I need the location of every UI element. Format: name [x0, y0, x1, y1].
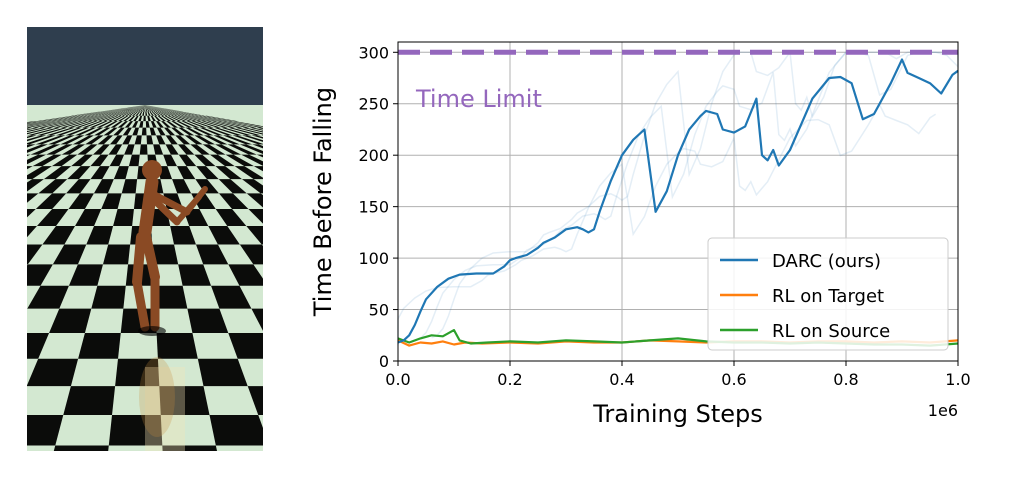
- x-tick-label: 0.2: [497, 370, 522, 389]
- series-line-0: [397, 58, 959, 344]
- y-tick-label: 50: [369, 301, 389, 320]
- checkerboard-floor: [27, 105, 263, 451]
- ticks: 0.0 0.2 0.4 0.6 0.8 1.0 0 50 100 150 200 250 300: [358, 43, 970, 389]
- y-tick-label: 150: [358, 198, 389, 217]
- x-scale-label: 1e6: [928, 401, 958, 420]
- humanoid-figure: [132, 160, 208, 437]
- y-tick-label: 250: [358, 95, 389, 114]
- x-tick-label: 0.0: [385, 370, 410, 389]
- x-tick-label: 0.6: [721, 370, 746, 389]
- humanoid-scene-image: [27, 27, 263, 451]
- sky: [27, 27, 263, 105]
- faint-run-1: [397, 103, 936, 346]
- y-axis-label: Time Before Falling: [309, 87, 337, 317]
- legend-label-0: DARC (ours): [772, 251, 881, 272]
- legend-box: [707, 237, 949, 351]
- x-tick-label: 0.4: [609, 370, 634, 389]
- plot-frame: [397, 41, 959, 362]
- faint-run-2: [431, 50, 958, 339]
- x-axis-label: Training Steps: [592, 400, 762, 428]
- legend-label-2: RL on Source: [772, 321, 890, 342]
- y-tick-label: 200: [358, 146, 389, 165]
- legend-label-1: RL on Target: [772, 286, 884, 307]
- x-tick-label: 1.0: [945, 370, 970, 389]
- time-limit-label: Time Limit: [415, 85, 542, 113]
- y-tick-label: 100: [358, 249, 389, 268]
- y-tick-label: 300: [358, 43, 389, 62]
- legend: DARC (ours) RL on Target RL on Source: [707, 237, 949, 351]
- x-tick-label: 0.8: [833, 370, 858, 389]
- y-tick-label: 0: [379, 352, 389, 371]
